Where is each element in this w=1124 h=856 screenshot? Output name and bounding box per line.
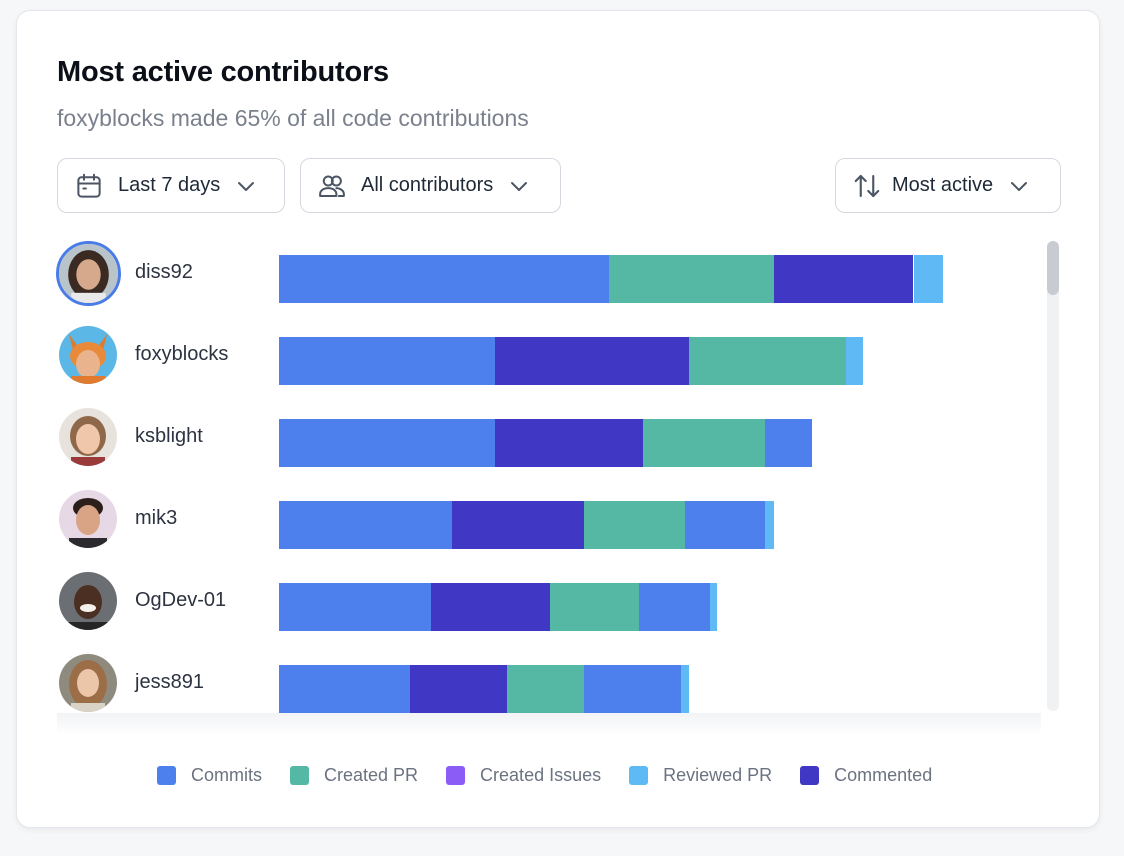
bar-segment-commits[interactable] bbox=[638, 583, 711, 631]
legend-swatch bbox=[446, 766, 466, 785]
contributors-label: All contributors bbox=[361, 174, 494, 196]
calendar-icon bbox=[74, 171, 104, 201]
bar-segment-created-pr[interactable] bbox=[689, 337, 846, 385]
bar-segment-reviewed-pr[interactable] bbox=[765, 501, 774, 549]
date-range-label: Last 7 days bbox=[118, 174, 221, 196]
chevron-down-icon bbox=[507, 174, 531, 198]
bar-segment-commits[interactable] bbox=[765, 419, 812, 467]
bar-segment-commits[interactable] bbox=[279, 255, 609, 303]
legend-label: Reviewed PR bbox=[663, 765, 773, 785]
contributors-bar-chart: diss92 foxyblocks bbox=[17, 235, 1057, 719]
contributor-name: diss92 bbox=[135, 261, 193, 283]
chevron-down-icon bbox=[1007, 174, 1031, 198]
bar-segment-created-pr[interactable] bbox=[549, 583, 639, 631]
bar-segment-commits[interactable] bbox=[685, 501, 766, 549]
contributor-row[interactable]: mik3 bbox=[17, 487, 1057, 549]
bar-segment-commits[interactable] bbox=[279, 419, 495, 467]
stacked-bar[interactable] bbox=[279, 501, 774, 549]
chevron-down-icon bbox=[234, 174, 258, 198]
legend-item-reviewed-pr[interactable]: Reviewed PR bbox=[629, 765, 772, 786]
date-range-dropdown[interactable]: Last 7 days bbox=[57, 158, 285, 213]
legend-label: Created Issues bbox=[480, 765, 602, 785]
stacked-bar[interactable] bbox=[279, 665, 690, 713]
stacked-bar[interactable] bbox=[279, 583, 718, 631]
stacked-bar[interactable] bbox=[279, 419, 812, 467]
contributor-row[interactable]: diss92 bbox=[17, 241, 1057, 306]
contributor-row[interactable]: OgDev-01 bbox=[17, 569, 1057, 631]
contributor-name: foxyblocks bbox=[135, 343, 229, 365]
bar-segment-commented[interactable] bbox=[773, 255, 914, 303]
bar-segment-reviewed-pr[interactable] bbox=[710, 583, 718, 631]
bar-segment-created-pr[interactable] bbox=[507, 665, 584, 713]
bar-segment-commits[interactable] bbox=[279, 501, 453, 549]
legend-label: Created PR bbox=[324, 765, 419, 785]
avatar[interactable] bbox=[59, 490, 117, 548]
bar-segment-created-pr[interactable] bbox=[642, 419, 766, 467]
contributor-row[interactable]: jess891 bbox=[17, 651, 1057, 713]
legend-item-commits[interactable]: Commits bbox=[157, 765, 262, 786]
legend-item-created-issues[interactable]: Created Issues bbox=[446, 765, 601, 786]
contributors-card: Most active contributors foxyblocks made… bbox=[16, 10, 1100, 828]
bar-segment-commented[interactable] bbox=[494, 337, 690, 385]
legend-item-commented[interactable]: Commented bbox=[800, 765, 932, 786]
contributor-name: jess891 bbox=[135, 671, 204, 693]
stacked-bar[interactable] bbox=[279, 255, 944, 303]
legend-swatch bbox=[629, 766, 649, 785]
bar-segment-reviewed-pr[interactable] bbox=[845, 337, 863, 385]
avatar[interactable] bbox=[59, 408, 117, 466]
bar-segment-commits[interactable] bbox=[279, 665, 411, 713]
bar-segment-commented[interactable] bbox=[431, 583, 550, 631]
legend-label: Commits bbox=[191, 765, 262, 785]
legend-swatch bbox=[800, 766, 820, 785]
bar-segment-commits[interactable] bbox=[279, 337, 495, 385]
bar-segment-reviewed-pr[interactable] bbox=[913, 255, 944, 303]
legend-item-created-pr[interactable]: Created PR bbox=[290, 765, 418, 786]
bar-segment-created-pr[interactable] bbox=[608, 255, 774, 303]
contributor-name: ksblight bbox=[135, 425, 203, 447]
contributor-row[interactable]: ksblight bbox=[17, 405, 1057, 467]
contributor-name: mik3 bbox=[135, 507, 178, 529]
contributor-row[interactable]: foxyblocks bbox=[17, 323, 1057, 385]
legend-swatch bbox=[157, 766, 176, 785]
sort-dropdown[interactable]: Most active bbox=[835, 158, 1061, 213]
card-subtitle: foxyblocks made 65% of all code contribu… bbox=[57, 105, 529, 131]
legend-swatch bbox=[290, 766, 309, 785]
bar-segment-reviewed-pr[interactable] bbox=[680, 665, 690, 713]
stacked-bar[interactable] bbox=[279, 337, 863, 385]
contributor-name: OgDev-01 bbox=[135, 589, 227, 611]
avatar[interactable] bbox=[56, 241, 121, 306]
scrollbar-thumb[interactable] bbox=[1047, 241, 1059, 295]
avatar[interactable] bbox=[59, 572, 117, 630]
bar-segment-commits[interactable] bbox=[583, 665, 681, 713]
legend-label: Commented bbox=[834, 765, 933, 785]
sort-label: Most active bbox=[892, 174, 994, 196]
contributors-dropdown[interactable]: All contributors bbox=[300, 158, 561, 213]
avatar[interactable] bbox=[59, 654, 117, 712]
avatar[interactable] bbox=[59, 326, 117, 384]
bar-segment-commented[interactable] bbox=[494, 419, 643, 467]
users-icon bbox=[317, 171, 347, 201]
card-title: Most active contributors bbox=[57, 56, 389, 88]
bar-segment-commented[interactable] bbox=[410, 665, 508, 713]
bar-segment-created-pr[interactable] bbox=[583, 501, 686, 549]
scroll-shadow bbox=[57, 713, 1041, 735]
bar-segment-commits[interactable] bbox=[279, 583, 432, 631]
sort-arrows-icon bbox=[852, 171, 882, 201]
bar-segment-commented[interactable] bbox=[452, 501, 584, 549]
chart-scrollbar[interactable] bbox=[1047, 241, 1059, 711]
chart-legend: Commits Created PR Created Issues Review… bbox=[157, 765, 932, 786]
